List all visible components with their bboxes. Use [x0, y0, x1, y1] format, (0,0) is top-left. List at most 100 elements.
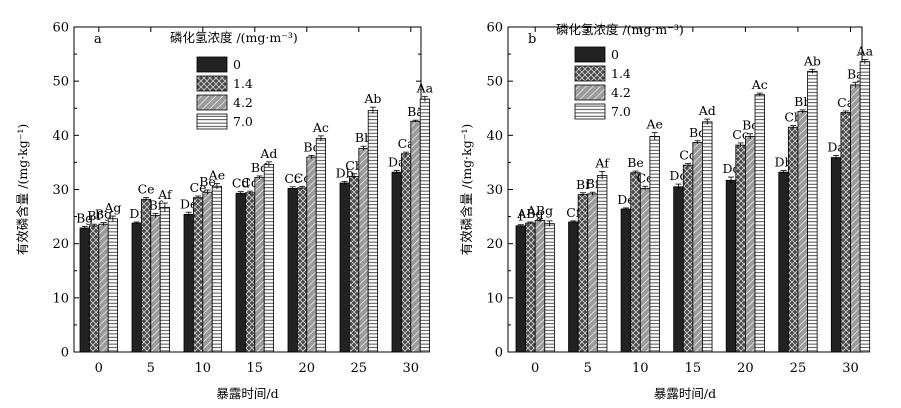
bar: [192, 197, 204, 353]
bar: [287, 188, 298, 353]
data-label: Cd: [679, 148, 697, 163]
bar: [202, 191, 213, 353]
y-tick-label: 10: [52, 291, 69, 306]
x-tick-label: 15: [247, 361, 264, 376]
data-label: Ce: [138, 182, 155, 197]
bar: [830, 157, 842, 353]
bar: [244, 192, 256, 353]
y-tick-label: 20: [52, 237, 69, 252]
y-tick-label: 60: [52, 21, 69, 36]
data-label: ABg: [526, 203, 553, 218]
bar: [391, 171, 402, 353]
legend-label: 4.2: [611, 85, 631, 100]
data-label: Ab: [363, 91, 381, 106]
data-label: Dc: [722, 161, 739, 176]
bar: [339, 182, 350, 353]
x-tick-label: 5: [147, 361, 155, 376]
bar: [515, 225, 527, 353]
data-label: Bc: [742, 118, 758, 133]
data-label: Bg: [95, 207, 112, 222]
data-label: Af: [157, 187, 173, 202]
bar: [358, 147, 369, 353]
legend-label: 7.0: [611, 104, 631, 119]
legend-swatch: [574, 84, 606, 101]
x-axis-label: 暴露时间/d: [216, 386, 278, 401]
bar: [544, 223, 555, 353]
bar: [587, 193, 598, 353]
x-tick-label: 20: [299, 361, 316, 376]
bar: [639, 188, 651, 353]
bar: [754, 94, 766, 353]
x-tick-label: 30: [403, 361, 420, 376]
data-label: Bc: [303, 139, 319, 154]
bar: [315, 138, 327, 353]
bar: [807, 71, 818, 353]
panel-letter: b: [528, 32, 536, 47]
x-tick-label: 30: [842, 361, 859, 376]
legend-label: 1.4: [611, 66, 631, 81]
data-label: f: [518, 209, 524, 224]
data-label: Ae: [645, 117, 662, 132]
x-tick-label: 10: [195, 361, 212, 376]
bar: [419, 98, 431, 353]
data-label: Cb: [784, 110, 802, 125]
data-label: Cd: [232, 176, 250, 191]
data-label: Bb: [794, 94, 811, 109]
data-label: Bd: [689, 125, 706, 140]
data-label: Ce: [637, 170, 654, 185]
y-tick-label: 40: [52, 129, 69, 144]
data-label: Cc: [284, 171, 301, 186]
data-label: ABg: [516, 206, 543, 221]
y-tick-label: 10: [486, 291, 503, 306]
bar: [534, 219, 546, 353]
data-label: Aa: [856, 44, 874, 59]
legend-swatch: [574, 103, 606, 120]
data-label: Ac: [312, 120, 329, 135]
bar: [692, 141, 703, 353]
x-axis-label: 暴露时间/d: [654, 386, 716, 401]
y-tick-label: 0: [61, 346, 69, 361]
panel-letter: a: [94, 32, 102, 47]
bar: [568, 221, 579, 353]
y-axis-label: 有效磷含量 /(mg·kg⁻¹): [15, 124, 30, 255]
x-tick-label: 20: [737, 361, 754, 376]
data-label: Bd: [251, 160, 268, 175]
bar: [797, 111, 808, 353]
bar: [725, 179, 737, 353]
bar: [745, 136, 756, 353]
data-label: Be: [627, 155, 644, 170]
y-tick-label: 60: [486, 21, 503, 36]
legend-label: 7.0: [233, 114, 253, 129]
legend-swatch: [574, 46, 606, 63]
bar: [235, 192, 246, 353]
legend-swatch: [574, 65, 606, 82]
legend-swatch: [196, 75, 228, 92]
data-label: De: [617, 192, 634, 207]
bar: [107, 218, 118, 353]
data-label: Cc: [294, 170, 311, 185]
bar: [131, 222, 142, 353]
bar: [89, 225, 100, 353]
bar: [778, 171, 789, 353]
data-label: Af: [594, 156, 610, 171]
legend-label: 1.4: [233, 76, 253, 91]
bar: [620, 208, 632, 353]
x-tick-label: 25: [790, 361, 807, 376]
bar: [367, 110, 379, 353]
y-axis-label: 有效磷含量 /(mg·kg⁻¹): [459, 124, 474, 255]
legend-swatch: [196, 56, 228, 73]
bar: [682, 164, 694, 353]
bar: [159, 206, 170, 353]
bar: [859, 61, 871, 353]
bar: [150, 215, 161, 353]
bar: [306, 156, 317, 353]
data-label: Ce: [190, 180, 207, 195]
bar: [98, 223, 109, 353]
data-label: Bf: [87, 208, 102, 223]
data-label: Ab: [803, 53, 821, 68]
bar: [649, 136, 660, 353]
bar: [525, 222, 536, 353]
data-label: Ae: [208, 168, 225, 183]
data-label: Bb: [355, 130, 372, 145]
